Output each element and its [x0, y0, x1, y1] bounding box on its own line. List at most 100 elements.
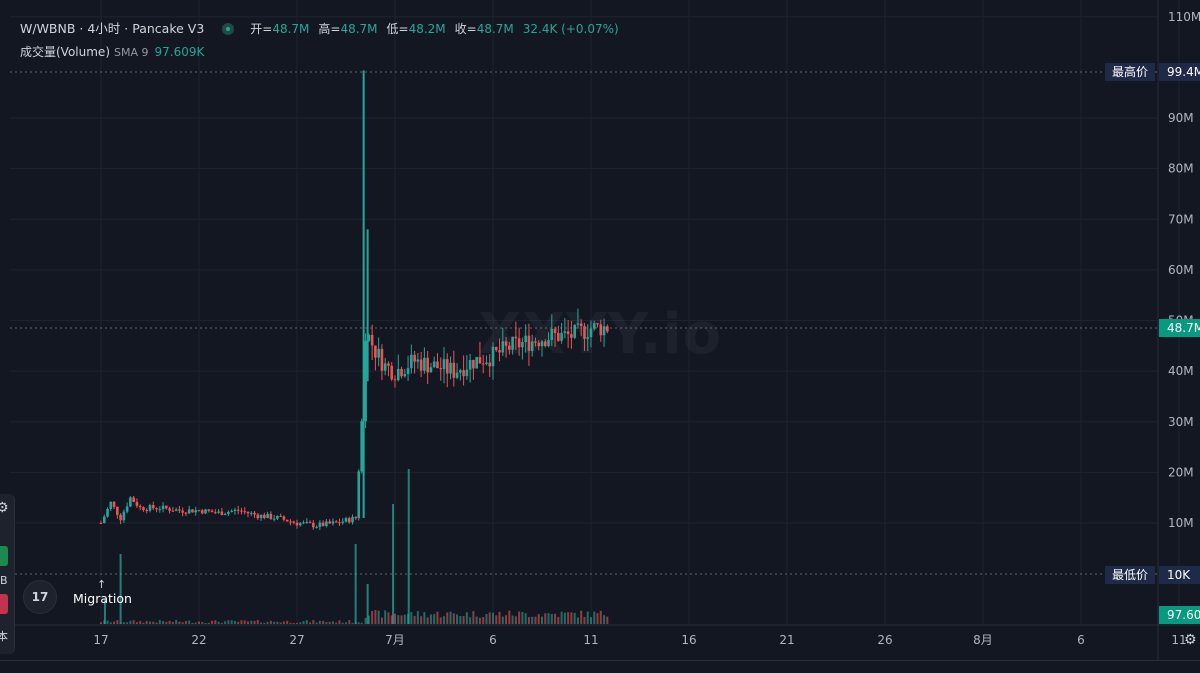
candle-body	[334, 521, 338, 523]
candle-body	[534, 341, 537, 343]
buy-button[interactable]	[0, 546, 8, 566]
volume-bar	[322, 620, 325, 624]
candle-body	[459, 370, 462, 373]
candle-body	[191, 509, 194, 513]
y-tick-label: 20M	[1168, 465, 1194, 479]
volume-bar	[217, 621, 220, 624]
candle-body	[282, 516, 286, 520]
candle-body	[341, 521, 345, 523]
candle-body	[99, 523, 103, 524]
volume-bar	[485, 614, 488, 624]
volume-bar	[142, 622, 145, 624]
volume-bar	[403, 614, 406, 624]
volume-bar	[397, 615, 400, 624]
volume-bar	[475, 616, 478, 624]
volume-label[interactable]: 成交量(Volume)	[20, 45, 110, 59]
volume-bar	[220, 622, 223, 624]
close-value: 48.7M	[476, 22, 514, 36]
candle-body	[537, 342, 541, 347]
volume-bar	[331, 621, 334, 624]
settings-gear-icon[interactable]: ⚙	[0, 500, 9, 516]
candle-body	[174, 509, 178, 511]
candle-body	[344, 518, 348, 522]
symbol-title[interactable]: W/WBNB · 4小时 · Pancake V3	[20, 21, 205, 36]
volume-bar	[488, 612, 491, 624]
candle-body	[403, 373, 407, 377]
candle-body	[485, 362, 488, 365]
volume-bar	[573, 612, 576, 624]
candle-body	[315, 526, 318, 528]
volume-bar	[371, 611, 374, 624]
candle-body	[249, 512, 253, 514]
migration-arrow-icon: ↑	[97, 578, 107, 591]
volume-bar	[348, 620, 351, 624]
candle-body	[573, 324, 576, 338]
candle-body	[165, 505, 168, 509]
volume-bar	[531, 616, 534, 624]
volume-bar	[534, 616, 537, 624]
volume-spike-bar	[366, 584, 369, 624]
candle-body	[530, 341, 534, 351]
volume-bar	[590, 617, 592, 624]
volume-bar	[521, 611, 524, 624]
candle-body	[233, 509, 237, 512]
candle-body	[589, 328, 593, 338]
open-value: 48.7M	[272, 22, 310, 36]
candle-body	[236, 509, 240, 511]
volume-bar	[129, 620, 132, 624]
y-tick-label: 110M	[1168, 10, 1200, 24]
volume-bar	[606, 616, 609, 624]
volume-bar	[325, 621, 328, 624]
candle-body	[449, 362, 452, 374]
candle-body	[367, 334, 371, 341]
volume-bar	[109, 622, 112, 624]
volume-bar	[233, 620, 236, 624]
candle-body	[462, 370, 465, 377]
candle-body	[380, 348, 384, 371]
sell-button[interactable]	[0, 594, 8, 614]
candle-body	[455, 372, 459, 378]
candle-body	[240, 510, 243, 512]
low-value: 48.2M	[408, 22, 446, 36]
candle-body	[197, 510, 201, 512]
chart-settings-icon[interactable]: ⚙	[1184, 632, 1197, 648]
change-value: 32.4K (+0.07%)	[522, 22, 619, 36]
volume-bar	[302, 621, 305, 624]
volume-bar	[495, 615, 498, 624]
volume-bar	[557, 617, 560, 624]
close-label: 收=	[454, 22, 477, 36]
volume-bar	[263, 622, 266, 624]
toolbar-text-b: B	[0, 574, 8, 587]
volume-bar	[211, 620, 214, 624]
volume-spike-bar	[392, 504, 395, 624]
candle-body	[187, 509, 191, 514]
volume-bar	[501, 616, 504, 624]
volume-bar	[576, 617, 579, 624]
volume-bar	[563, 612, 566, 624]
volume-bar	[478, 617, 481, 624]
candle-body	[439, 368, 443, 370]
volume-bar	[162, 621, 165, 624]
y-tick-label: 30M	[1168, 415, 1194, 429]
candle-body	[285, 519, 289, 522]
volume-bar	[299, 622, 302, 624]
x-tick-label: 27	[289, 633, 304, 647]
candle-body	[214, 512, 217, 514]
candle-body	[524, 335, 527, 343]
candle-body	[263, 514, 266, 519]
candle-body	[200, 510, 204, 514]
candle-body	[269, 513, 273, 520]
volume-bar	[593, 611, 596, 624]
candle-body	[351, 516, 354, 523]
candle-body	[125, 506, 129, 512]
volume-bar	[518, 611, 521, 624]
chart-grid	[10, 0, 1180, 625]
tradingview-logo-icon[interactable]: 17	[23, 580, 57, 614]
candle-body	[298, 523, 302, 526]
candle-body	[468, 359, 472, 370]
bottom-toolbar	[0, 660, 1200, 673]
candle-body	[292, 521, 296, 523]
volume-bar	[194, 622, 197, 624]
volume-spike-bar	[407, 469, 410, 624]
